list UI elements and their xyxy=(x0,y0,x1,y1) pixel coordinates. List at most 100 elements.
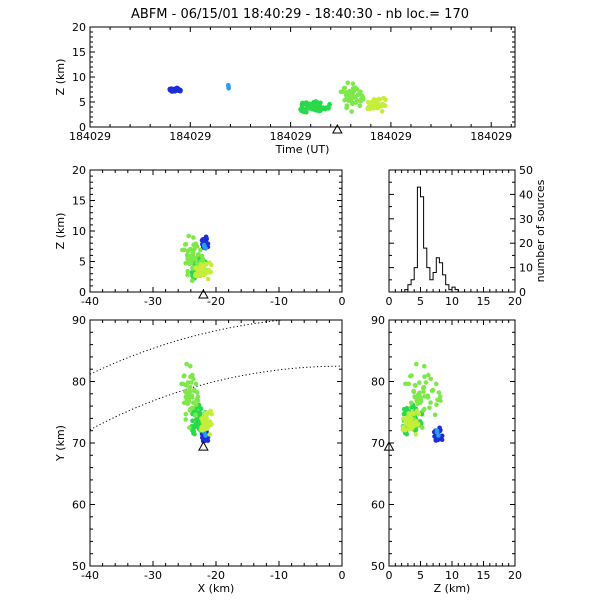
source-point xyxy=(423,380,429,385)
source-point xyxy=(183,417,188,422)
source-point xyxy=(198,273,203,278)
source-point xyxy=(437,394,443,400)
y-tick-label: 40 xyxy=(519,188,533,201)
source-point xyxy=(371,97,377,102)
source-point xyxy=(188,380,194,385)
source-point xyxy=(433,381,439,387)
source-point xyxy=(356,92,361,97)
source-point xyxy=(376,96,382,102)
source-point xyxy=(209,411,214,417)
source-point xyxy=(422,394,427,399)
source-point xyxy=(193,412,198,418)
y-tick-label: 30 xyxy=(519,213,533,226)
source-point xyxy=(425,395,431,400)
source-point xyxy=(412,394,418,400)
source-point xyxy=(201,265,206,271)
y-tick-label: 80 xyxy=(371,376,385,389)
source-point xyxy=(408,400,414,406)
figure-title: ABFM - 06/15/01 18:40:29 - 18:40:30 - nb… xyxy=(131,7,469,22)
source-point xyxy=(185,272,190,278)
source-point xyxy=(357,103,363,109)
source-point xyxy=(185,269,190,274)
source-point xyxy=(436,390,442,395)
source-point xyxy=(202,238,208,243)
source-point xyxy=(205,410,210,416)
source-point xyxy=(435,397,440,403)
source-point xyxy=(365,106,370,111)
y-tick-label: 10 xyxy=(72,71,86,84)
source-point xyxy=(428,400,433,405)
x-tick-label: 5 xyxy=(417,569,424,582)
x-tick-label: 184029 xyxy=(370,130,412,143)
source-point xyxy=(194,397,199,403)
source-point xyxy=(301,100,306,106)
y-tick-label: 60 xyxy=(72,499,86,512)
x-axis-label: X (km) xyxy=(198,582,235,595)
source-point xyxy=(340,89,346,94)
source-point xyxy=(310,106,315,112)
source-point xyxy=(191,428,197,434)
source-point xyxy=(195,423,200,428)
x-y-panel: -40 -30 -20 -10 0 50 60 70 80 90 X (km) Y (km) xyxy=(54,314,346,595)
source-point xyxy=(194,260,200,266)
y-tick-label: 50 xyxy=(72,560,86,573)
source-point xyxy=(190,418,195,424)
source-point xyxy=(410,410,416,416)
source-point xyxy=(181,247,187,253)
source-point xyxy=(206,267,211,273)
source-point xyxy=(173,86,178,92)
source-point xyxy=(409,373,414,378)
time-height-panel: 184029 184029 184029 184029 18402905101520Ti… xyxy=(54,21,516,156)
source-point xyxy=(187,389,193,395)
source-point xyxy=(192,273,198,279)
source-point xyxy=(412,382,418,388)
source-point xyxy=(180,381,186,387)
source-point xyxy=(401,416,406,421)
source-point xyxy=(193,381,199,387)
source-point xyxy=(184,361,189,367)
source-point xyxy=(416,411,422,417)
y-axis-label: Z (km) xyxy=(54,59,67,96)
y-tick-label: 0 xyxy=(79,121,86,134)
source-point xyxy=(426,372,431,378)
source-point xyxy=(188,260,194,266)
source-point xyxy=(427,405,432,411)
source-point xyxy=(422,363,427,369)
source-point xyxy=(380,101,386,107)
panels: 184029 184029 184029 184029 18402905101520Ti… xyxy=(54,21,547,595)
y-axis-label: Z (km) xyxy=(54,213,67,250)
y-tick-label: 10 xyxy=(72,225,86,238)
y-tick-label: 70 xyxy=(72,437,86,450)
source-point xyxy=(189,278,195,284)
x-tick-label: 10 xyxy=(445,569,459,582)
start-marker-icon xyxy=(198,441,209,451)
source-point xyxy=(413,419,419,424)
source-point xyxy=(404,421,410,426)
x-tick-label: 0 xyxy=(339,295,346,308)
x-z-frame xyxy=(89,169,343,293)
x-tick-label: 184029 xyxy=(270,130,312,143)
x-tick-label: 184029 xyxy=(470,130,512,143)
source-point xyxy=(421,389,426,395)
start-marker-icon xyxy=(383,441,395,451)
z-y-panel: 0 5 10 15 20 50 60 70 80 90 Z (km) xyxy=(371,314,522,595)
source-point xyxy=(205,276,211,282)
source-point xyxy=(205,241,211,246)
source-point xyxy=(435,437,440,443)
y-tick-label: 20 xyxy=(72,21,86,34)
source-point xyxy=(178,87,183,93)
source-point xyxy=(428,376,434,382)
source-point xyxy=(193,265,199,271)
x-tick-label: -40 xyxy=(81,295,99,308)
y-tick-label: 0 xyxy=(519,286,526,299)
y-tick-label: 50 xyxy=(519,164,533,177)
y-axis-label: number of sources xyxy=(534,179,547,282)
x-tick-label: 5 xyxy=(417,295,424,308)
source-point xyxy=(366,100,371,105)
source-point xyxy=(409,416,414,421)
x-tick-label: 0 xyxy=(339,569,346,582)
source-point xyxy=(198,427,204,433)
y-tick-label: 20 xyxy=(519,237,533,250)
source-point xyxy=(197,269,202,274)
